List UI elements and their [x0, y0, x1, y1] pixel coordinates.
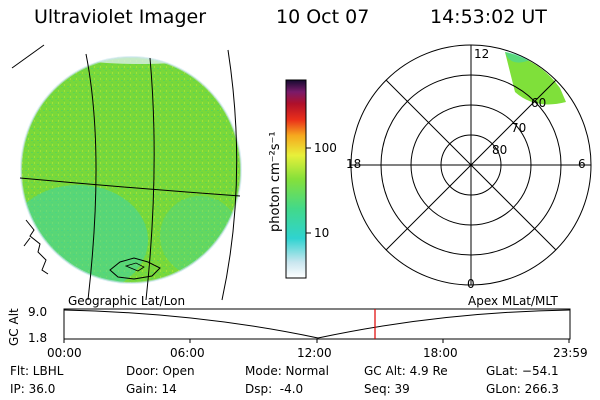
timeline-xtick-2359: 23:59	[553, 346, 588, 360]
timeline-left-caption: Geographic Lat/Lon	[68, 294, 186, 308]
mlt-label-18: 18	[346, 157, 362, 171]
timeline-xtick-0000: 00:00	[47, 346, 82, 360]
timeline-xtick-1800: 18:00	[423, 346, 458, 360]
timeline-xtick-1200: 12:00	[297, 346, 332, 360]
timeline-right-caption: Apex MLat/MLT	[468, 294, 558, 308]
polar-plot	[350, 44, 592, 286]
status-seq: Seq: 39	[364, 382, 410, 396]
status-flt: Flt: LBHL	[10, 364, 64, 378]
observation-time: 14:53:02 UT	[430, 6, 547, 28]
colorbar-tick-10: 10	[314, 226, 330, 240]
earth-disk	[20, 56, 242, 284]
timeline-plot	[63, 308, 571, 343]
observation-date: 10 Oct 07	[276, 6, 370, 28]
status-gain: Gain: 14	[126, 382, 177, 396]
geo-grid	[11, 44, 241, 301]
timeline-ytick-1-8: 1.8	[28, 331, 48, 345]
status-glat: GLat: −54.1	[486, 364, 559, 378]
status-mode: Mode: Normal	[245, 364, 329, 378]
timeline-y-axis-label: GC Alt	[7, 308, 21, 346]
mlt-label-0: 0	[467, 277, 475, 291]
timeline-xtick-0600: 06:00	[170, 346, 205, 360]
app-title: Ultraviolet Imager	[34, 6, 207, 28]
mlat-label-80: 80	[492, 143, 508, 157]
timeline-ytick-9: 9.0	[28, 305, 48, 319]
status-dsp: Dsp: -4.0	[245, 382, 304, 396]
colorbar	[285, 79, 311, 279]
mlt-label-6: 6	[578, 157, 586, 171]
mlat-label-60: 60	[531, 96, 547, 110]
mlat-label-70: 70	[511, 121, 527, 135]
mlt-label-12: 12	[474, 47, 490, 61]
colorbar-unit-label: photon cm⁻²s⁻¹	[268, 131, 283, 232]
status-gcalt: GC Alt: 4.9 Re	[364, 364, 448, 378]
colorbar-tick-100: 100	[314, 141, 337, 155]
status-ip: IP: 36.0	[10, 382, 56, 396]
status-door: Door: Open	[126, 364, 195, 378]
status-glon: GLon: 266.3	[486, 382, 559, 396]
